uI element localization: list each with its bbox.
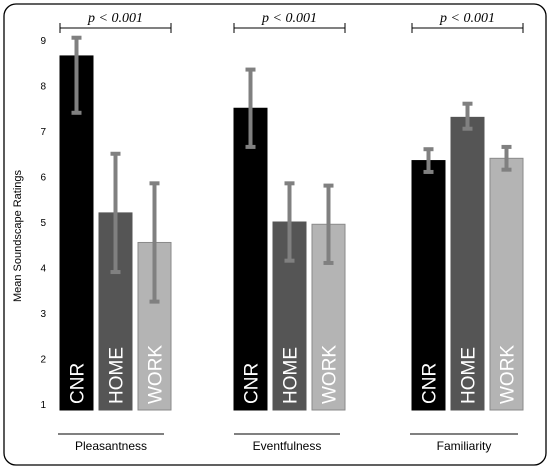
bar bbox=[59, 55, 94, 411]
y-axis-ticks: 1 2 3 4 5 6 7 8 9 bbox=[40, 36, 46, 411]
bar bbox=[233, 107, 268, 411]
y-tick-label: 9 bbox=[40, 36, 46, 47]
group-label: Familiarity bbox=[437, 439, 492, 453]
bar bbox=[137, 241, 172, 411]
y-tick-label: 6 bbox=[40, 173, 46, 184]
y-axis-title: Mean Soundscape Ratings bbox=[12, 169, 24, 302]
significance-label: p < 0.001 bbox=[439, 11, 495, 26]
bar-group: CNR HOME WORK p < 0.001 Eventfulness bbox=[233, 11, 346, 453]
significance-label: p < 0.001 bbox=[261, 11, 317, 26]
bar-group: CNR HOME WORK p < 0.001 Familiarity bbox=[410, 11, 524, 453]
bar-group: CNR HOME WORK p < 0.001 Pleasantness bbox=[58, 11, 172, 453]
bar-label: HOME bbox=[459, 347, 480, 404]
y-tick-label: 7 bbox=[40, 127, 46, 138]
bar-label: HOME bbox=[281, 347, 302, 404]
bar-label: WORK bbox=[320, 345, 341, 404]
bar-groups: CNR HOME WORK p < 0.001 Pleasantness CNR HOME W… bbox=[58, 11, 524, 453]
bar-label: HOME bbox=[107, 347, 128, 404]
y-tick-label: 1 bbox=[40, 400, 46, 411]
y-tick-label: 4 bbox=[40, 264, 46, 275]
bar-label: CNR bbox=[68, 363, 89, 404]
significance-label: p < 0.001 bbox=[87, 11, 143, 26]
y-tick-label: 3 bbox=[40, 309, 46, 320]
group-label: Pleasantness bbox=[75, 439, 147, 453]
bar-label: CNR bbox=[420, 363, 441, 404]
bar-label: WORK bbox=[498, 345, 519, 404]
group-label: Eventfulness bbox=[253, 439, 322, 453]
bar-label: WORK bbox=[146, 345, 167, 404]
y-tick-label: 2 bbox=[40, 355, 46, 366]
bar bbox=[450, 116, 485, 411]
bar-label: CNR bbox=[242, 363, 263, 404]
bar bbox=[411, 160, 446, 411]
y-tick-label: 8 bbox=[40, 82, 46, 93]
y-tick-label: 5 bbox=[40, 218, 46, 229]
